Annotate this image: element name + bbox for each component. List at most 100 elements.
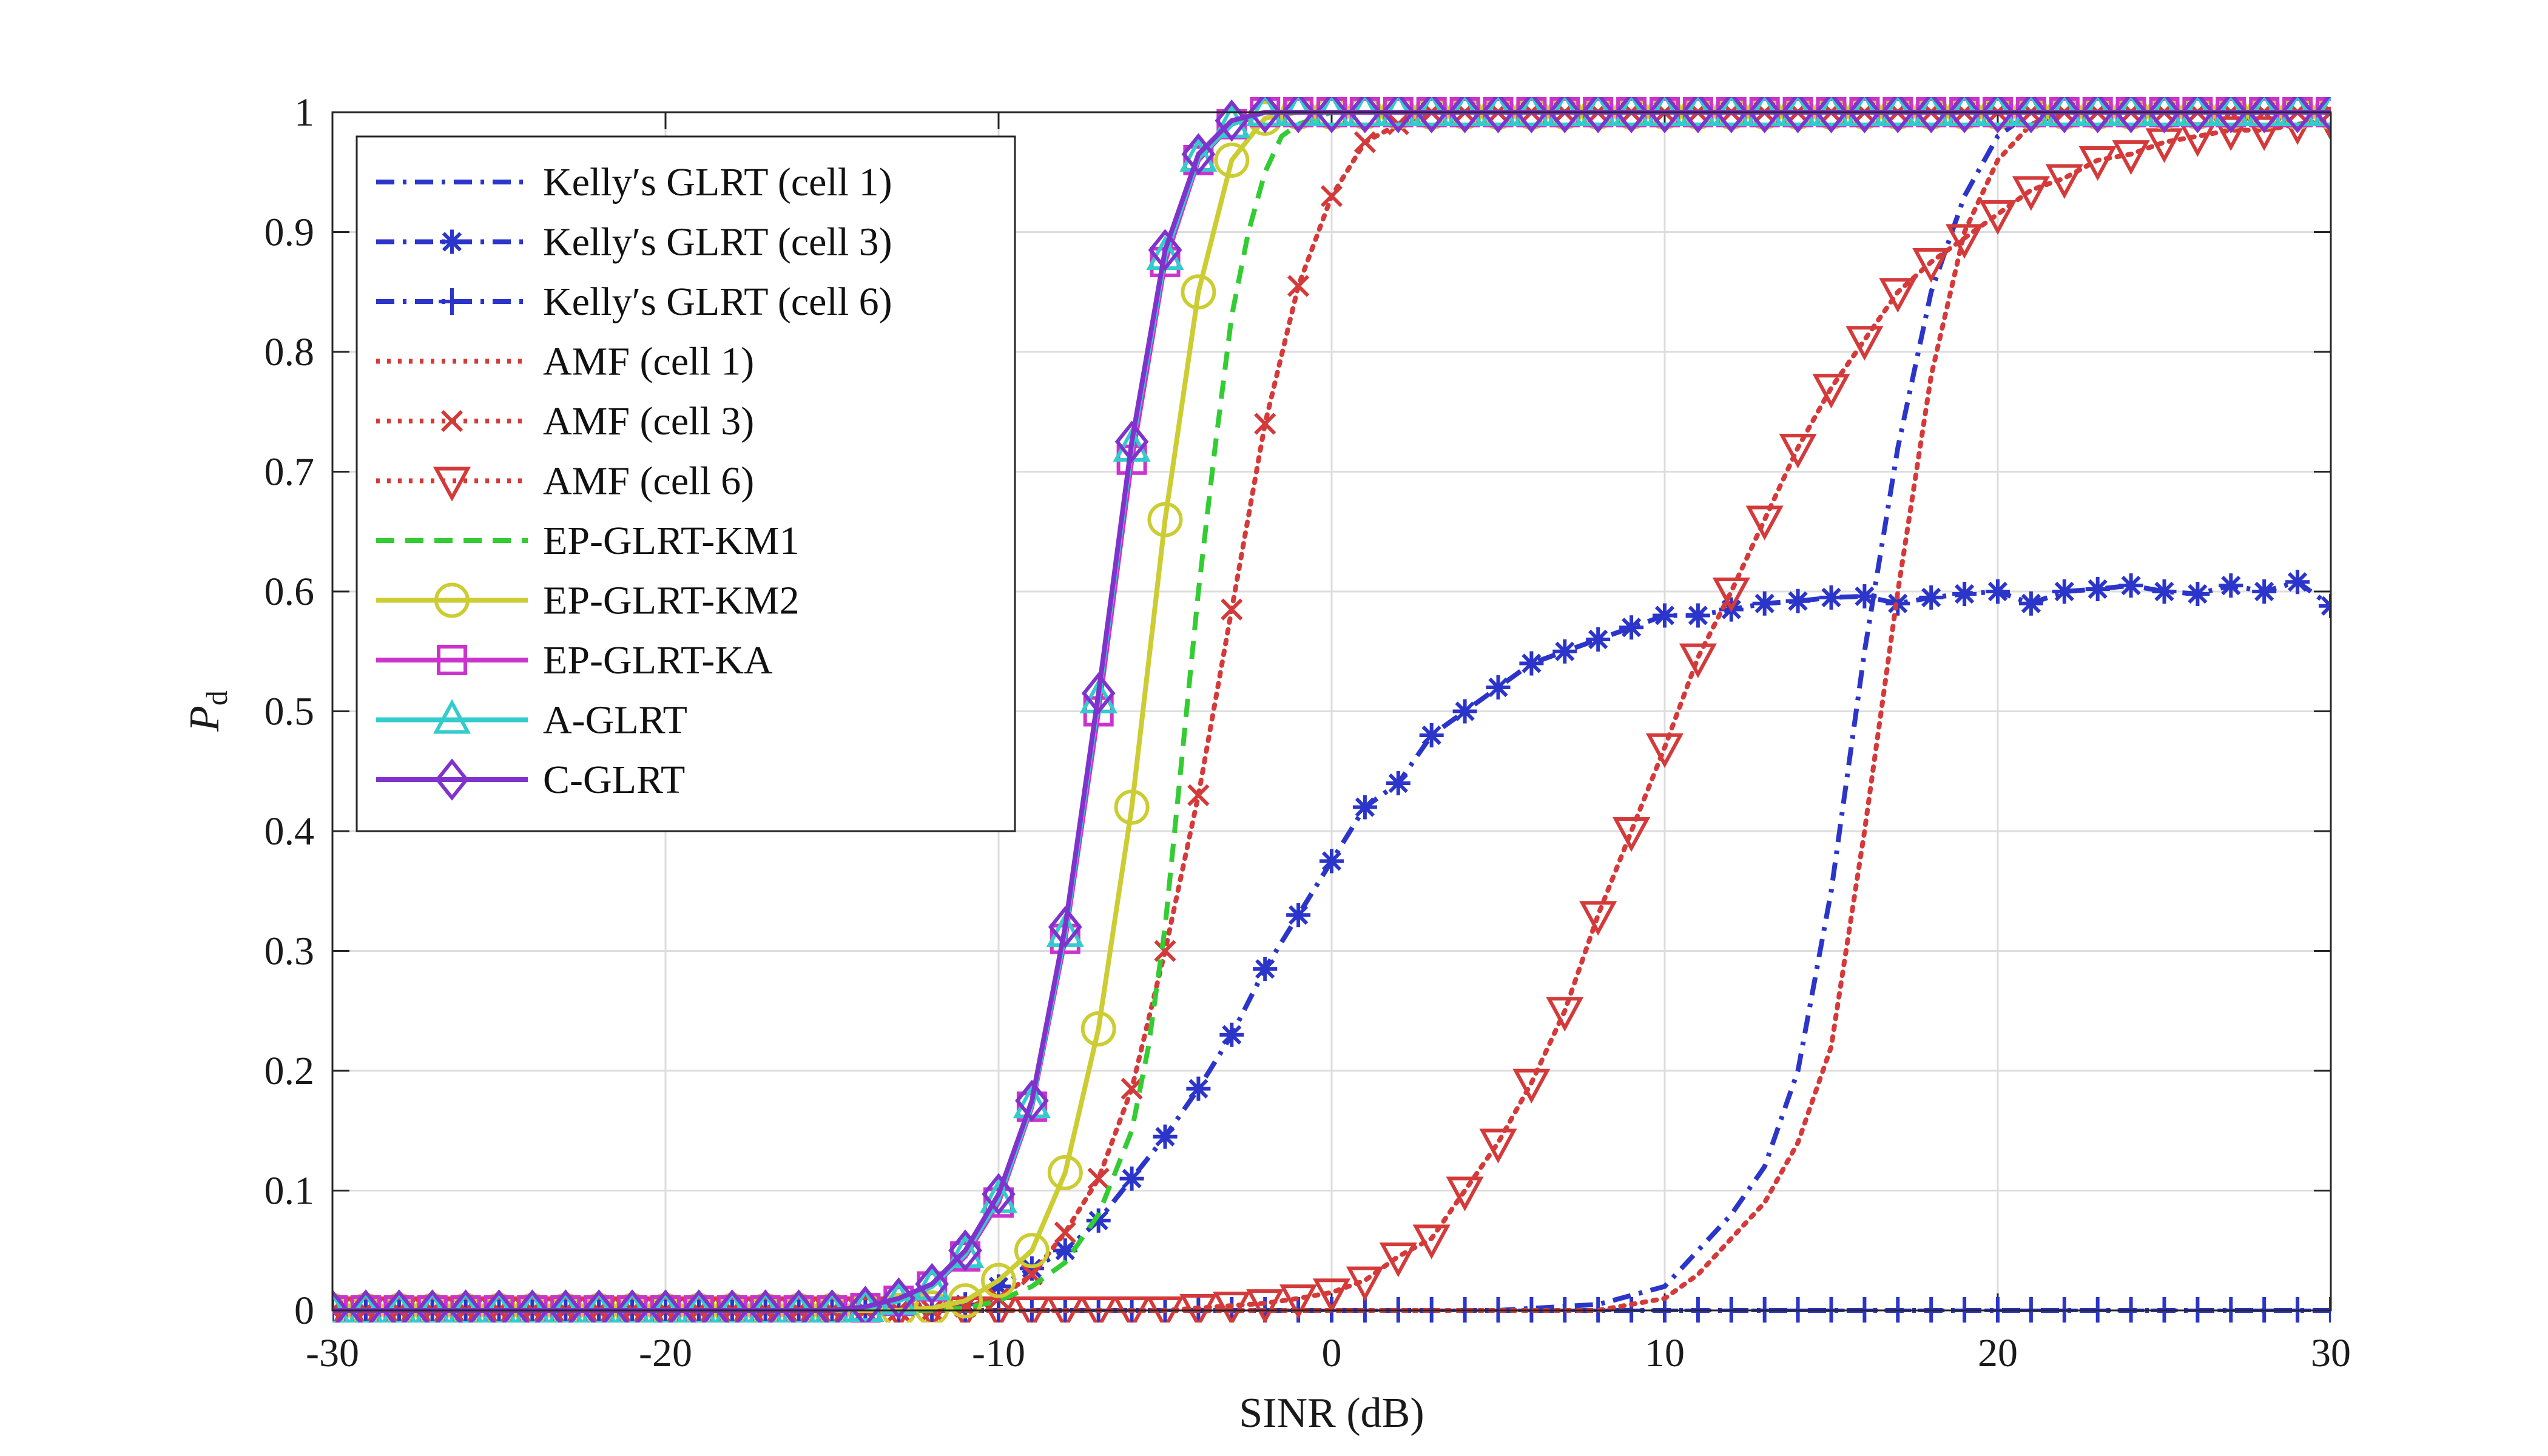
data-point-c-glrt — [1548, 97, 1582, 133]
x-tick-label: -20 — [639, 1331, 692, 1375]
legend-label: Kelly′s GLRT (cell 3) — [543, 220, 892, 265]
legend-label: EP-GLRT-KA — [543, 638, 773, 682]
data-point-amf-cell-6 — [1679, 643, 1717, 678]
data-point-amf-cell-6 — [979, 1296, 1018, 1323]
data-point-c-glrt — [2247, 97, 2282, 133]
data-point-c-glrt — [982, 1173, 1016, 1216]
data-point-c-glrt — [615, 1289, 649, 1323]
data-point-kelly-s-glrt-cell-3 — [1153, 1124, 1178, 1149]
legend-entry-ep-glrt-km1: EP-GLRT-KM1 — [376, 519, 800, 563]
data-point-amf-cell-3 — [1187, 784, 1210, 806]
data-point-kelly-s-glrt-cell-3 — [1286, 903, 1311, 928]
y-tick-label: 0.4 — [265, 809, 315, 854]
data-point-kelly-s-glrt-cell-3 — [1852, 584, 1877, 608]
legend-label: AMF (cell 3) — [543, 399, 754, 443]
data-point-ep-glrt-km2 — [981, 1262, 1016, 1298]
data-point-amf-cell-6 — [1013, 1296, 1051, 1323]
legend-items: Kelly′s GLRT (cell 1) Kelly′s GLRT (cell … — [376, 160, 892, 802]
data-point-amf-cell-6 — [1446, 1176, 1484, 1212]
legend-label: EP-GLRT-KM1 — [543, 519, 800, 563]
data-point-kelly-s-glrt-cell-3 — [1452, 699, 1477, 724]
data-point-c-glrt — [1881, 97, 1915, 133]
data-point-c-glrt — [515, 1289, 550, 1323]
data-point-amf-cell-6 — [1512, 1068, 1551, 1104]
legend-entry-c-glrt: C-GLRT — [376, 758, 685, 802]
data-point-c-glrt — [1614, 97, 1648, 133]
data-point-amf-cell-3 — [1087, 1167, 1110, 1190]
data-point-amf-cell-6 — [1412, 1224, 1451, 1259]
x-axis-title: SINR (dB) — [1239, 1390, 1424, 1437]
data-point-c-glrt — [1015, 1079, 1049, 1122]
legend-label: EP-GLRT-KM2 — [543, 579, 800, 623]
data-point-a-glrt — [913, 1266, 951, 1301]
data-point-kelly-s-glrt-cell-3 — [2085, 577, 2110, 602]
data-point-c-glrt — [881, 1277, 916, 1320]
legend-entry-amf-cell-3: AMF (cell 3) — [376, 399, 754, 443]
data-point-c-glrt — [1581, 97, 1616, 133]
data-point-kelly-s-glrt-cell-3 — [1685, 603, 1710, 628]
legend-marker-sample — [440, 410, 463, 433]
data-point-amf-cell-6 — [1613, 817, 1651, 852]
data-point-c-glrt — [1914, 97, 1949, 133]
data-point-kelly-s-glrt-cell-3 — [2285, 570, 2310, 595]
data-point-c-glrt — [1947, 97, 1981, 133]
legend-entry-ep-glrt-km2: EP-GLRT-KM2 — [376, 579, 800, 623]
data-point-c-glrt — [1747, 97, 1782, 133]
legend-label: AMF (cell 6) — [543, 459, 754, 504]
data-point-amf-cell-6 — [1712, 578, 1750, 613]
data-point-c-glrt — [748, 1289, 783, 1323]
legend-label: Kelly′s GLRT (cell 1) — [543, 160, 892, 204]
y-tick-label: 0.3 — [265, 929, 315, 974]
data-point-amf-cell-6 — [2012, 176, 2050, 211]
data-point-amf-cell-6 — [1146, 1296, 1184, 1323]
data-point-c-glrt — [382, 1289, 416, 1323]
y-tick-label: 0.9 — [265, 211, 315, 255]
data-point-amf-cell-6 — [1745, 505, 1784, 541]
legend-label: A-GLRT — [543, 698, 687, 743]
data-point-amf-cell-6 — [1246, 1289, 1284, 1323]
data-point-ep-glrt-km2 — [914, 1290, 950, 1323]
data-point-c-glrt — [848, 1286, 883, 1323]
data-point-kelly-s-glrt-cell-3 — [1086, 1208, 1111, 1233]
data-point-ep-glrt-km2 — [1147, 502, 1183, 538]
data-point-kelly-s-glrt-cell-3 — [1653, 603, 1677, 628]
y-tick-label: 0.8 — [265, 330, 315, 374]
data-point-c-glrt — [332, 1289, 349, 1323]
data-point-kelly-s-glrt-cell-3 — [1819, 585, 1844, 610]
data-point-amf-cell-6 — [1779, 434, 1817, 469]
data-point-c-glrt — [1348, 97, 1382, 133]
data-point-c-glrt — [2147, 97, 2182, 133]
data-point-c-glrt — [1981, 97, 2015, 133]
x-tick-label: 10 — [1645, 1331, 1685, 1375]
data-point-kelly-s-glrt-cell-3 — [1519, 651, 1544, 676]
data-point-amf-cell-6 — [1213, 1292, 1251, 1323]
data-point-kelly-s-glrt-cell-3 — [1952, 581, 1977, 606]
data-point-c-glrt — [548, 1289, 583, 1323]
data-point-kelly-s-glrt-cell-3 — [1119, 1166, 1144, 1191]
legend-entry-kelly-s-glrt-cell-3: Kelly′s GLRT (cell 3) — [376, 220, 892, 265]
y-tick-label: 0.1 — [265, 1169, 315, 1213]
data-point-amf-cell-6 — [1645, 733, 1684, 769]
data-point-amf-cell-6 — [1279, 1284, 1318, 1320]
data-point-amf-cell-6 — [1079, 1296, 1117, 1323]
data-point-kelly-s-glrt-cell-3 — [2118, 573, 2143, 598]
y-tick-label: 0.5 — [265, 690, 315, 734]
data-point-c-glrt — [1714, 97, 1748, 133]
data-point-kelly-s-glrt-cell-3 — [1219, 1022, 1244, 1047]
data-point-kelly-s-glrt-cell-3 — [986, 1274, 1011, 1299]
x-tick-label: 0 — [1322, 1331, 1342, 1375]
data-point-c-glrt — [1514, 97, 1549, 133]
data-point-amf-cell-6 — [1479, 1128, 1517, 1164]
data-point-c-glrt — [1248, 97, 1282, 133]
data-point-amf-cell-6 — [1912, 248, 1950, 283]
data-point-amf-cell-6 — [1312, 1278, 1351, 1313]
legend-marker-sample — [433, 699, 471, 734]
data-point-amf-cell-6 — [1845, 326, 1884, 361]
data-point-c-glrt — [582, 1289, 616, 1323]
y-tick-label: 0.7 — [265, 450, 315, 494]
data-point-c-glrt — [1414, 97, 1449, 133]
data-point-c-glrt — [2014, 97, 2048, 133]
data-point-amf-cell-6 — [1978, 200, 2017, 235]
data-point-kelly-s-glrt-cell-3 — [2185, 581, 2210, 606]
